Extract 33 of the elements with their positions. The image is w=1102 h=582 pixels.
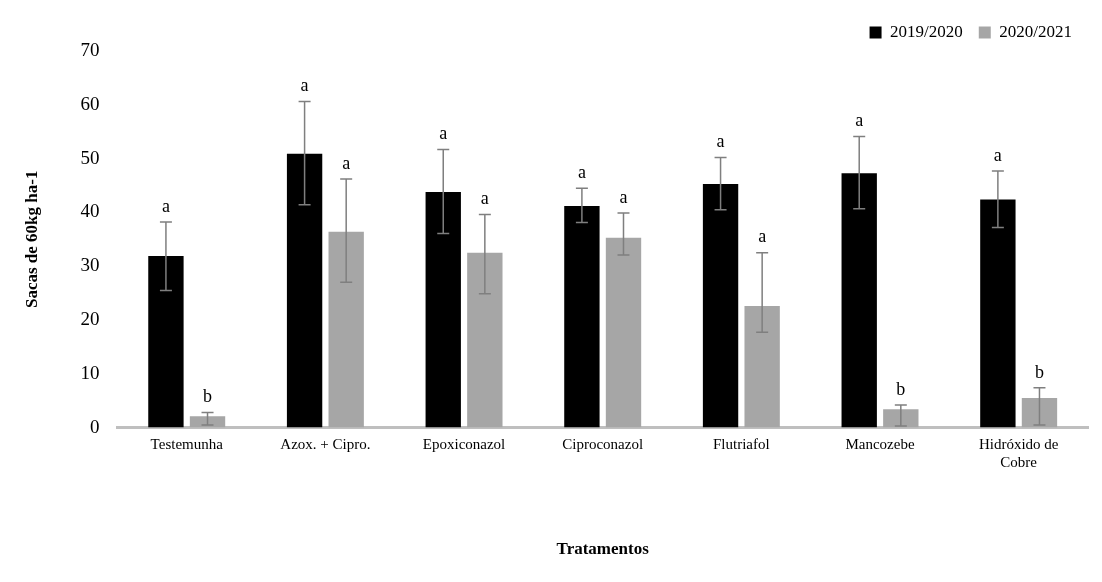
annotation: a — [716, 131, 725, 152]
annotation: a — [993, 144, 1002, 165]
legend-label: 2019/2020 — [890, 21, 963, 41]
annotation: a — [577, 161, 586, 182]
x-tick-label: Azox. + Cipro. — [280, 435, 371, 452]
annotation: a — [439, 123, 448, 144]
annotation: b — [203, 386, 213, 407]
x-tick-label: Mancozebe — [845, 435, 915, 452]
y-tick-label: 0 — [89, 415, 100, 437]
x-tick-label: Testemunha — [150, 435, 224, 452]
y-tick-label: 50 — [80, 146, 100, 168]
x-tick-label: Epoxiconazol — [422, 435, 506, 452]
x-tick-label: Hidróxido de Cobre — [978, 435, 1059, 470]
x-tick-label: Flutriafol — [713, 435, 770, 452]
y-tick-label: 30 — [80, 254, 100, 276]
annotation: b — [896, 378, 906, 399]
annotation: a — [161, 195, 170, 216]
y-tick-label: 40 — [80, 200, 100, 222]
annotation: a — [855, 110, 864, 131]
y-axis-title: Sacas de 60kg ha-1 — [21, 170, 41, 309]
x-axis-title: Tratamentos — [556, 539, 650, 559]
y-tick-label: 20 — [80, 307, 100, 329]
annotation: b — [1034, 361, 1044, 382]
annotation: a — [300, 75, 309, 96]
annotation: a — [342, 152, 351, 173]
y-tick-label: 60 — [80, 92, 100, 114]
legend-label: 2020/2021 — [999, 21, 1073, 41]
annotation: a — [480, 188, 489, 209]
x-tick-label: Ciproconazol — [562, 435, 644, 452]
y-tick-label: 10 — [80, 361, 100, 383]
annotation: a — [619, 186, 628, 207]
y-tick-label: 70 — [80, 38, 100, 60]
annotation: a — [758, 226, 767, 247]
